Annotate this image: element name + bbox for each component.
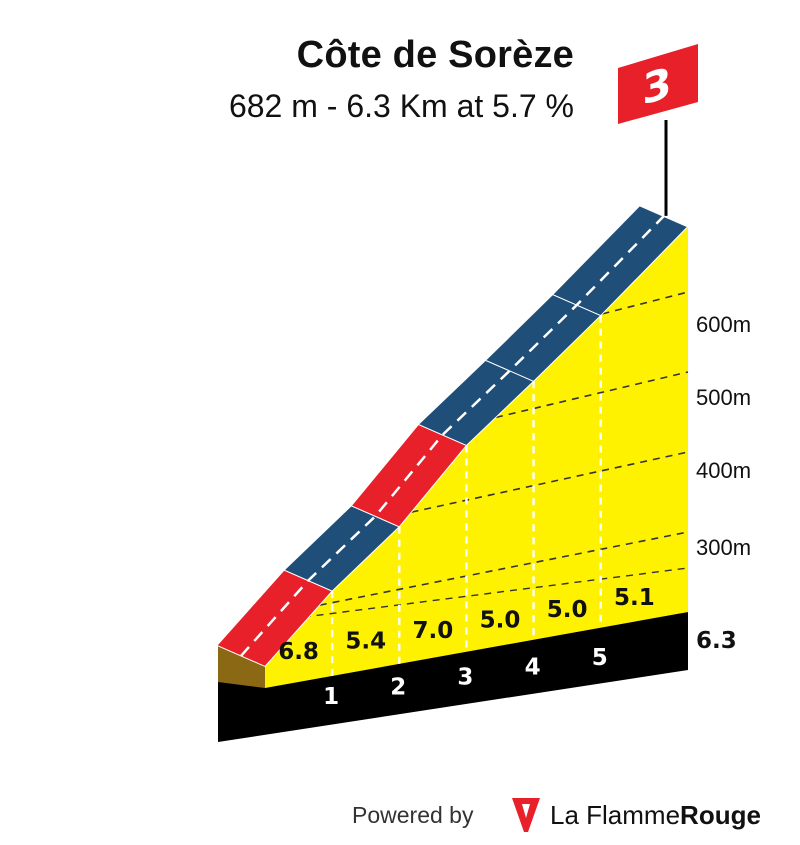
flamme-rouge-logo-icon (512, 798, 540, 832)
gradient-baseline (264, 567, 689, 623)
gradient-label-3: 7.0 (412, 618, 453, 644)
km-marker-1: 1 (323, 684, 339, 710)
base-layer (218, 612, 688, 742)
km-marker-4: 4 (525, 655, 541, 681)
fill-layer (265, 226, 688, 688)
gradient-label-2: 5.4 (345, 628, 386, 654)
chart-title: Côte de Sorèze (296, 34, 574, 76)
grid-line-300 (319, 531, 689, 606)
base-band (218, 612, 688, 742)
brand-name: La FlammeRouge (550, 800, 761, 831)
y-tick-600m: 600m (696, 312, 751, 337)
category-flag-label: 3 (642, 58, 671, 115)
grid-layer (264, 291, 689, 676)
label-layer: 6.8 5.4 7.0 5.0 5.0 5.1 1 2 3 4 5 6.3 300m 400m 500m 60… (278, 312, 751, 710)
gradient-label-1: 6.8 (278, 639, 319, 665)
start-wall (218, 645, 265, 688)
grid-line-600 (602, 291, 689, 315)
brand-name-light: La Flamme (550, 800, 681, 830)
km-marker-2: 2 (390, 674, 406, 700)
profile-fill (265, 226, 688, 688)
road-centerline (240, 215, 665, 657)
chart-subtitle: 682 m - 6.3 Km at 5.7 % (228, 88, 574, 124)
km-marker-5: 5 (592, 645, 608, 671)
gradient-label-4: 5.0 (480, 607, 521, 633)
category-flag-group: 3 (618, 44, 698, 216)
powered-by-text: Powered by (352, 802, 474, 828)
category-flag (618, 44, 698, 124)
y-tick-500m: 500m (696, 385, 751, 410)
y-tick-400m: 400m (696, 458, 751, 483)
gradient-label-6: 5.1 (614, 585, 655, 611)
grid-line-500 (495, 371, 689, 419)
grid-line-400 (411, 451, 689, 513)
end-distance-label: 6.3 (696, 628, 737, 654)
brand-name-bold: Rouge (680, 800, 761, 830)
km-marker-3: 3 (457, 664, 473, 690)
climb-profile-chart: 3 6.8 5.4 7.0 5.0 5.0 5.1 1 2 3 4 5 6.3 300m 400m 500m… (216, 44, 751, 742)
y-tick-300m: 300m (696, 535, 751, 560)
gradient-label-5: 5.0 (547, 597, 588, 623)
road-band-layer (216, 204, 689, 668)
